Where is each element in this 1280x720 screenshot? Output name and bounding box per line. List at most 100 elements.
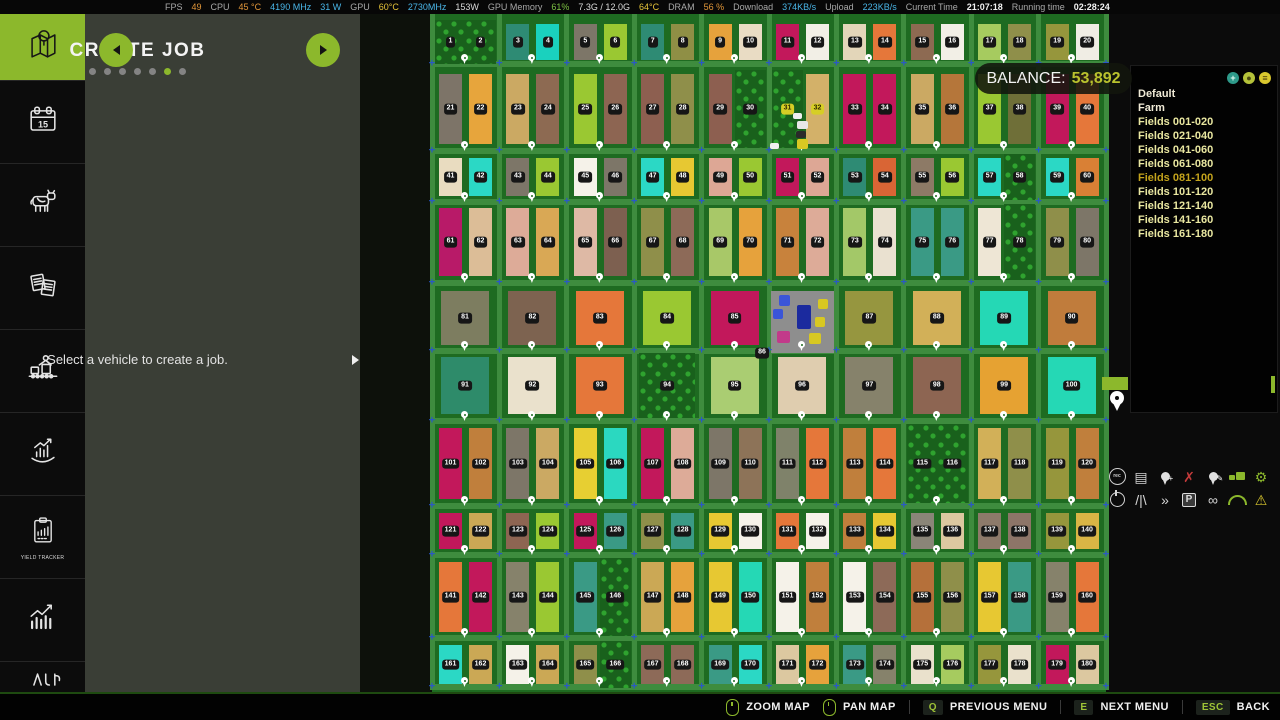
field-number-badge[interactable]: 124: [539, 525, 557, 537]
field-number-badge[interactable]: 10: [743, 36, 757, 48]
field-number-badge[interactable]: 157: [980, 591, 999, 603]
field-number-badge[interactable]: 39: [1050, 103, 1064, 115]
field-number-badge[interactable]: 54: [877, 171, 892, 183]
field-number-badge[interactable]: 2: [475, 36, 486, 48]
field-number-badge[interactable]: 120: [1078, 458, 1096, 469]
field-number-badge[interactable]: 180: [1078, 659, 1096, 670]
field-number-badge[interactable]: 14: [877, 36, 892, 48]
field-group-item[interactable]: Fields 021-040: [1138, 130, 1214, 142]
field-number-badge[interactable]: 111: [779, 458, 796, 469]
field-number-badge[interactable]: 137: [980, 525, 999, 537]
vehicle-marker[interactable]: [793, 113, 802, 119]
field-number-badge[interactable]: 102: [471, 458, 490, 469]
field-number-badge[interactable]: 144: [539, 591, 557, 603]
field-number-badge[interactable]: 43: [510, 171, 525, 183]
field-number-badge[interactable]: 9: [715, 36, 726, 48]
field-number-badge[interactable]: 61: [443, 236, 458, 248]
field-number-badge[interactable]: 113: [846, 458, 864, 469]
field-number-badge[interactable]: 20: [1080, 36, 1094, 48]
vehicle-marker[interactable]: [797, 305, 811, 329]
field-number-badge[interactable]: 4: [542, 36, 553, 48]
field-number-badge[interactable]: 127: [643, 525, 662, 537]
field-number-badge[interactable]: 172: [808, 659, 827, 670]
field-number-badge[interactable]: 65: [578, 236, 593, 248]
field-number-badge[interactable]: 97: [862, 380, 877, 391]
field-number-badge[interactable]: 1: [445, 36, 456, 48]
field-number-badge[interactable]: 68: [675, 236, 690, 248]
loop-icon[interactable]: ∞: [1208, 491, 1218, 508]
field-number-badge[interactable]: 93: [592, 380, 607, 391]
field-number-badge[interactable]: 51: [780, 171, 795, 183]
waypoint-edit-icon[interactable]: ✎: [1201, 465, 1225, 488]
field-number-badge[interactable]: 73: [847, 236, 862, 248]
field-number-badge[interactable]: 94: [660, 380, 675, 391]
menu-button[interactable]: ≡: [1259, 72, 1271, 84]
field-number-badge[interactable]: 67: [645, 236, 660, 248]
field-number-badge[interactable]: 98: [929, 380, 944, 391]
field-number-badge[interactable]: 114: [876, 458, 894, 469]
field-number-badge[interactable]: 38: [1012, 103, 1027, 115]
field-number-badge[interactable]: 49: [713, 171, 727, 183]
ai-road-icon[interactable]: /|\: [1135, 491, 1147, 508]
field-group-item[interactable]: Default: [1138, 88, 1176, 100]
field-number-badge[interactable]: 58: [1012, 171, 1027, 183]
field-number-badge[interactable]: 150: [741, 591, 759, 603]
field-number-badge[interactable]: 173: [846, 659, 864, 670]
field-number-badge[interactable]: 146: [606, 591, 625, 603]
field-number-badge[interactable]: 158: [1010, 591, 1029, 603]
field-number-badge[interactable]: 135: [913, 525, 932, 537]
field-number-badge[interactable]: 100: [1062, 380, 1081, 391]
waypoint-add-icon[interactable]: +: [1153, 465, 1177, 488]
field-number-badge[interactable]: 134: [876, 525, 894, 537]
field-number-badge[interactable]: 82: [525, 312, 540, 324]
map-field-forest[interactable]: [599, 641, 631, 688]
field-number-badge[interactable]: 121: [441, 525, 460, 537]
warning-icon[interactable]: ⚠: [1254, 491, 1268, 508]
field-number-badge[interactable]: 139: [1048, 525, 1066, 537]
field-number-badge[interactable]: 74: [877, 236, 892, 248]
field-number-badge[interactable]: 6: [610, 36, 621, 48]
hint-zoom-map[interactable]: ZOOM MAP: [726, 698, 810, 716]
field-number-badge[interactable]: 78: [1012, 236, 1027, 248]
field-number-badge[interactable]: 60: [1080, 171, 1094, 183]
field-number-badge[interactable]: 45: [578, 171, 593, 183]
field-group-item[interactable]: Fields 141-160: [1138, 214, 1214, 226]
field-number-badge[interactable]: 153: [846, 591, 864, 603]
field-group-item[interactable]: Fields 121-140: [1138, 200, 1214, 212]
vehicle-course-icon[interactable]: [1225, 465, 1249, 488]
field-number-badge[interactable]: 47: [645, 171, 660, 183]
field-number-badge[interactable]: 85: [727, 312, 742, 324]
field-number-badge[interactable]: 55: [915, 171, 930, 183]
next-page-button[interactable]: [306, 33, 340, 67]
field-number-badge[interactable]: 89: [997, 312, 1012, 324]
field-number-badge[interactable]: 118: [1011, 458, 1029, 469]
power-icon[interactable]: [1105, 488, 1129, 511]
field-number-badge[interactable]: 112: [808, 458, 827, 469]
add-button[interactable]: +: [1227, 72, 1239, 84]
field-number-badge[interactable]: 44: [540, 171, 555, 183]
field-number-badge[interactable]: 177: [980, 659, 999, 670]
field-number-badge[interactable]: 46: [608, 171, 623, 183]
field-number-badge[interactable]: 25: [578, 103, 593, 115]
field-number-badge[interactable]: 48: [675, 171, 690, 183]
field-number-badge[interactable]: 106: [606, 458, 625, 469]
field-number-badge[interactable]: 84: [660, 312, 675, 324]
field-number-badge[interactable]: 42: [473, 171, 488, 183]
field-number-badge[interactable]: 154: [876, 591, 894, 603]
field-number-badge[interactable]: 132: [808, 525, 827, 537]
field-number-badge[interactable]: 21: [443, 103, 458, 115]
field-number-badge[interactable]: 131: [778, 525, 797, 537]
field-number-badge[interactable]: 29: [713, 103, 727, 115]
field-number-badge[interactable]: 126: [606, 525, 625, 537]
field-number-badge[interactable]: 35: [915, 103, 930, 115]
field-number-badge[interactable]: 171: [778, 659, 797, 670]
field-number-badge[interactable]: 105: [576, 458, 595, 469]
field-number-badge[interactable]: 70: [743, 236, 757, 248]
field-number-badge[interactable]: 119: [1048, 458, 1066, 469]
vehicle-marker[interactable]: [773, 309, 783, 319]
field-number-badge[interactable]: 142: [471, 591, 490, 603]
vehicle-marker[interactable]: [818, 299, 828, 309]
map-field-forest[interactable]: [465, 20, 496, 64]
field-number-badge[interactable]: 147: [643, 591, 662, 603]
field-group-item[interactable]: Fields 061-080: [1138, 158, 1214, 170]
